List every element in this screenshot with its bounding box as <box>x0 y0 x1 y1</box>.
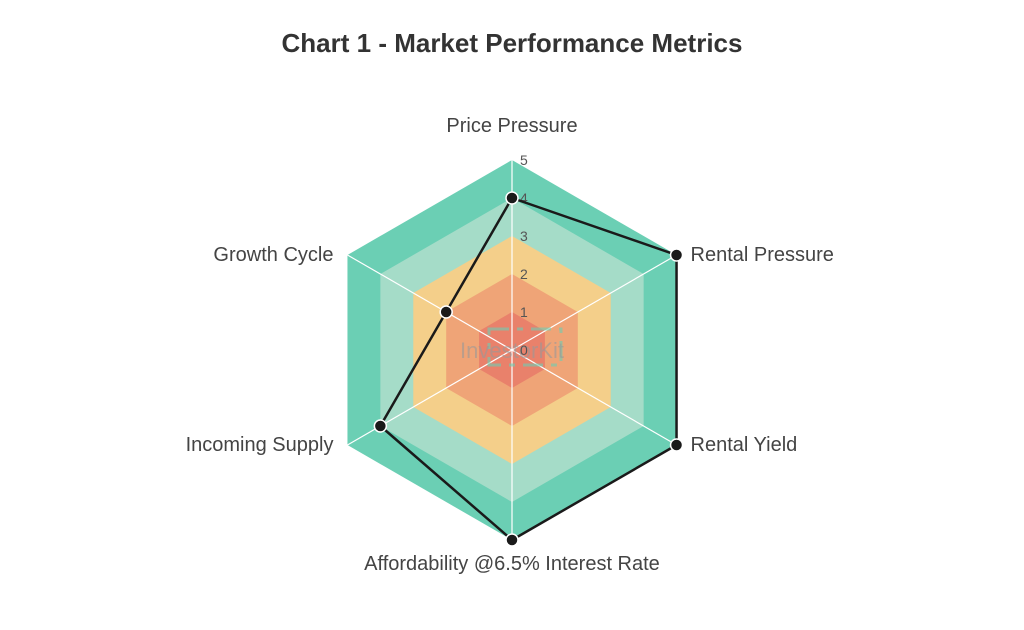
radar-marker <box>671 439 683 451</box>
radar-axis-label: Growth Cycle <box>213 244 333 266</box>
radar-tick-label: 3 <box>520 228 528 244</box>
radar-axis-label: Rental Pressure <box>691 244 834 266</box>
radar-marker <box>374 420 386 432</box>
radar-marker <box>440 306 452 318</box>
radar-axis-label: Price Pressure <box>446 115 577 137</box>
radar-marker <box>506 534 518 546</box>
radar-tick-label: 2 <box>520 266 528 282</box>
radar-marker <box>506 192 518 204</box>
watermark-text: InvestorKit <box>460 338 564 363</box>
radar-marker <box>671 249 683 261</box>
radar-tick-label: 0 <box>520 342 528 358</box>
radar-axis-label: Rental Yield <box>691 434 798 456</box>
radar-axis-label: Affordability @6.5% Interest Rate <box>364 553 660 575</box>
radar-tick-label: 1 <box>520 304 528 320</box>
chart-container: { "chart": { "type": "radar", "title": "… <box>0 0 1024 630</box>
radar-chart: InvestorKit 012345 Price PressureRental … <box>0 0 1024 630</box>
radar-tick-label: 5 <box>520 152 528 168</box>
radar-axis-label: Incoming Supply <box>186 434 334 456</box>
